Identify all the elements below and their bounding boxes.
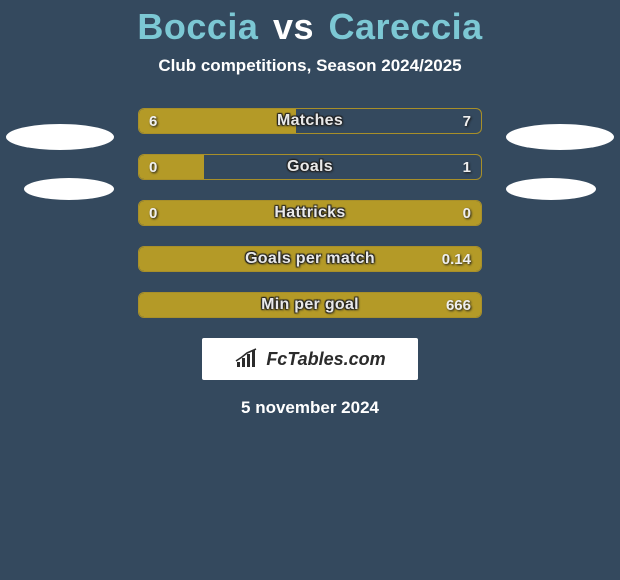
source-logo: FcTables.com: [202, 338, 418, 380]
comparison-chart: 6 Matches 7 0 Goals 1 0 Hattricks 0 Goal…: [138, 108, 482, 318]
bar-label: Min per goal: [139, 293, 481, 317]
chart-icon: [234, 348, 260, 370]
bar-row-goals: 0 Goals 1: [138, 154, 482, 180]
player2-name: Careccia: [329, 6, 483, 47]
date-text: 5 november 2024: [0, 398, 620, 418]
bar-row-goals-per-match: Goals per match 0.14: [138, 246, 482, 272]
bar-label: Matches: [139, 109, 481, 133]
team2-badge-top: [506, 124, 614, 150]
bar-label: Goals per match: [139, 247, 481, 271]
bar-right-value: 0.14: [442, 247, 471, 271]
bar-row-min-per-goal: Min per goal 666: [138, 292, 482, 318]
bar-row-matches: 6 Matches 7: [138, 108, 482, 134]
player1-name: Boccia: [137, 6, 258, 47]
bar-label: Hattricks: [139, 201, 481, 225]
vs-text: vs: [273, 6, 314, 47]
bar-row-hattricks: 0 Hattricks 0: [138, 200, 482, 226]
bar-right-value: 7: [463, 109, 471, 133]
subtitle: Club competitions, Season 2024/2025: [0, 56, 620, 76]
bar-label: Goals: [139, 155, 481, 179]
team1-badge-bottom: [24, 178, 114, 200]
team2-badge-bottom: [506, 178, 596, 200]
page-title: Boccia vs Careccia: [0, 0, 620, 48]
logo-text: FcTables.com: [266, 349, 385, 370]
bar-right-value: 0: [463, 201, 471, 225]
team1-badge-top: [6, 124, 114, 150]
bar-right-value: 1: [463, 155, 471, 179]
bar-right-value: 666: [446, 293, 471, 317]
